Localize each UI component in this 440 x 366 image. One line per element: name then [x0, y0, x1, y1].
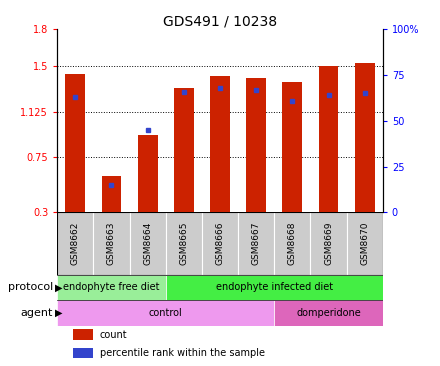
Text: GSM8666: GSM8666	[216, 222, 224, 265]
Text: agent: agent	[20, 308, 53, 318]
Text: ▶: ▶	[55, 282, 62, 292]
Bar	[166, 212, 202, 274]
Text: GSM8667: GSM8667	[252, 222, 260, 265]
Bar	[274, 212, 311, 274]
Bar	[355, 63, 375, 212]
Text: domperidone: domperidone	[296, 308, 361, 318]
Text: GSM8670: GSM8670	[360, 222, 369, 265]
Bar	[166, 274, 383, 300]
Bar	[73, 348, 93, 358]
Text: GSM8662: GSM8662	[71, 222, 80, 265]
Text: endophyte free diet: endophyte free diet	[63, 282, 160, 292]
Text: GSM8664: GSM8664	[143, 222, 152, 265]
Bar	[174, 88, 194, 212]
Bar	[238, 212, 274, 274]
Bar	[93, 212, 129, 274]
Bar	[138, 135, 158, 212]
Bar	[73, 329, 93, 340]
Text: GSM8665: GSM8665	[180, 222, 188, 265]
Bar	[57, 300, 274, 326]
Bar	[202, 212, 238, 274]
Bar	[66, 74, 85, 212]
Bar	[311, 212, 347, 274]
Title: GDS491 / 10238: GDS491 / 10238	[163, 14, 277, 28]
Bar	[319, 66, 338, 212]
Text: protocol: protocol	[7, 282, 53, 292]
Text: GSM8663: GSM8663	[107, 222, 116, 265]
Bar	[282, 82, 302, 212]
Bar	[246, 78, 266, 212]
Bar	[102, 176, 121, 212]
Bar	[274, 300, 383, 326]
Text: endophyte infected diet: endophyte infected diet	[216, 282, 333, 292]
Text: count: count	[99, 329, 127, 340]
Text: GSM8669: GSM8669	[324, 222, 333, 265]
Text: percentile rank within the sample: percentile rank within the sample	[99, 348, 264, 358]
Bar	[57, 274, 166, 300]
Bar	[210, 76, 230, 212]
Text: ▶: ▶	[55, 308, 62, 318]
Text: GSM8668: GSM8668	[288, 222, 297, 265]
Bar	[129, 212, 166, 274]
Bar	[57, 212, 93, 274]
Text: control: control	[149, 308, 183, 318]
Bar	[347, 212, 383, 274]
